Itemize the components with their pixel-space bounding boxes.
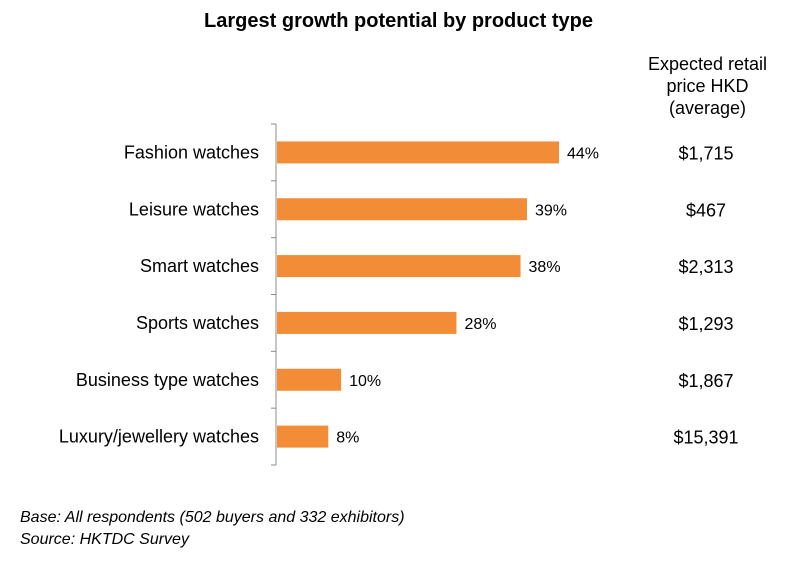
footnote-source: Source: HKTDC Survey xyxy=(20,531,189,548)
footnote-base: Base: All respondents (502 buyers and 33… xyxy=(20,509,405,526)
category-label: Leisure watches xyxy=(129,199,259,219)
bar xyxy=(277,198,527,221)
data-label: 10% xyxy=(349,373,381,390)
data-label: 38% xyxy=(529,259,561,276)
bar xyxy=(277,311,457,334)
data-label: 39% xyxy=(535,202,567,219)
category-label: Luxury/jewellery watches xyxy=(59,427,259,447)
price-value: $1,293 xyxy=(678,314,733,334)
price-value: $2,313 xyxy=(678,257,733,277)
data-label: 8% xyxy=(336,430,359,447)
price-value: $1,867 xyxy=(678,371,733,391)
data-label: 28% xyxy=(464,316,496,333)
category-label: Sports watches xyxy=(136,313,259,333)
category-label: Business type watches xyxy=(76,370,259,390)
price-value: $15,391 xyxy=(673,428,738,448)
footnotes: Base: All respondents (502 buyers and 33… xyxy=(20,507,405,551)
bar xyxy=(277,141,559,164)
price-column-header: Expected retail price HKD (average) xyxy=(600,53,797,119)
bar xyxy=(277,368,342,391)
category-label: Fashion watches xyxy=(124,142,259,162)
bar xyxy=(277,255,521,278)
chart-title: Largest growth potential by product type xyxy=(204,10,593,32)
bar xyxy=(277,425,329,448)
category-label: Smart watches xyxy=(140,256,259,276)
price-header-line-1: Expected retail xyxy=(647,54,768,74)
price-value: $467 xyxy=(686,200,726,220)
price-header-line-3: (average) xyxy=(668,98,747,118)
data-label: 44% xyxy=(567,145,599,162)
price-value: $1,715 xyxy=(678,143,733,163)
price-header-line-2: price HKD xyxy=(666,76,749,96)
